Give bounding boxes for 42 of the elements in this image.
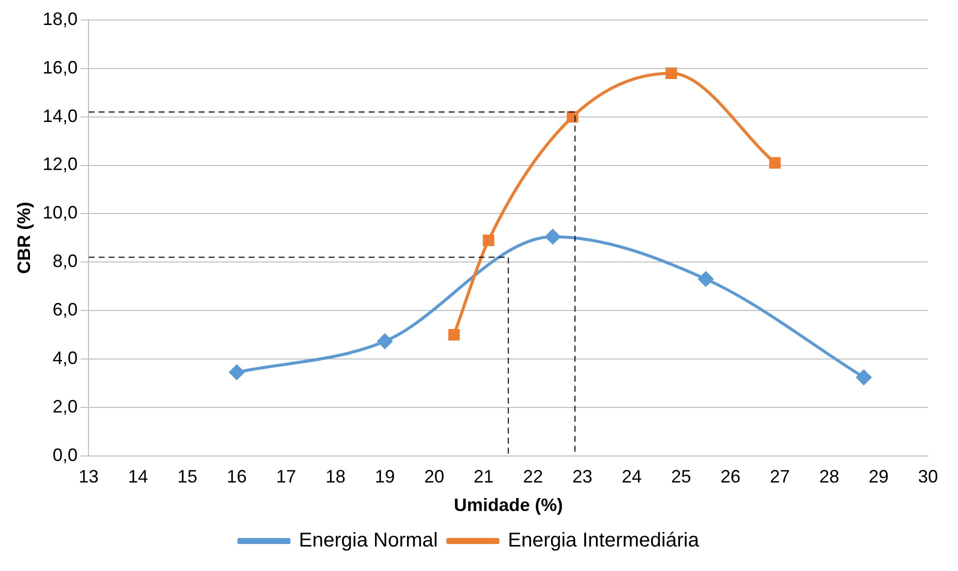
x-tick-label: 15 bbox=[177, 466, 198, 487]
point bbox=[229, 364, 244, 380]
point bbox=[698, 272, 714, 287]
x-tick-label: 20 bbox=[424, 466, 444, 487]
y-tick-label: 14,0 bbox=[42, 106, 78, 126]
legend-label: Energia Normal bbox=[298, 530, 438, 552]
y-tick-label: 2,0 bbox=[52, 396, 78, 416]
point bbox=[856, 370, 872, 385]
x-tick-label: 28 bbox=[819, 466, 840, 487]
y-tick-label: 10,0 bbox=[42, 202, 78, 223]
y-tick-label: 6,0 bbox=[52, 300, 78, 320]
x-tick-label: 22 bbox=[522, 466, 544, 487]
x-tick-label: 21 bbox=[474, 466, 494, 487]
x-tick-label: 14 bbox=[128, 466, 148, 487]
y-tick-label: 8,0 bbox=[52, 251, 78, 272]
point bbox=[666, 68, 677, 80]
x-tick-label: 23 bbox=[572, 466, 592, 487]
x-tick-label: 16 bbox=[226, 466, 247, 487]
point bbox=[377, 334, 392, 349]
x-tick-label: 18 bbox=[325, 466, 346, 487]
y-tick-label: 18,0 bbox=[42, 8, 78, 29]
point bbox=[566, 111, 578, 123]
y-axis-title: CBR (%) bbox=[14, 202, 34, 274]
point bbox=[448, 329, 460, 340]
y-tick-label: 4,0 bbox=[52, 348, 78, 368]
point bbox=[769, 157, 781, 169]
x-tick-label: 29 bbox=[868, 466, 889, 487]
point bbox=[482, 234, 494, 246]
y-tick-label: 12,0 bbox=[42, 154, 78, 174]
x-tick-label: 27 bbox=[770, 466, 790, 487]
x-tick-label: 24 bbox=[622, 466, 642, 487]
y-tick-label: 0,0 bbox=[52, 444, 78, 465]
x-tick-label: 17 bbox=[276, 466, 296, 487]
x-axis-title: Umidade (%) bbox=[454, 495, 563, 516]
y-tick-label: 16,0 bbox=[42, 57, 78, 78]
x-tick-label: 30 bbox=[918, 466, 938, 487]
x-tick-label: 19 bbox=[374, 466, 395, 487]
point bbox=[545, 229, 560, 244]
x-tick-label: 13 bbox=[78, 466, 99, 487]
legend-label: Energia Intermediária bbox=[508, 530, 700, 552]
x-tick-label: 26 bbox=[720, 466, 741, 487]
x-tick-label: 25 bbox=[671, 466, 692, 487]
